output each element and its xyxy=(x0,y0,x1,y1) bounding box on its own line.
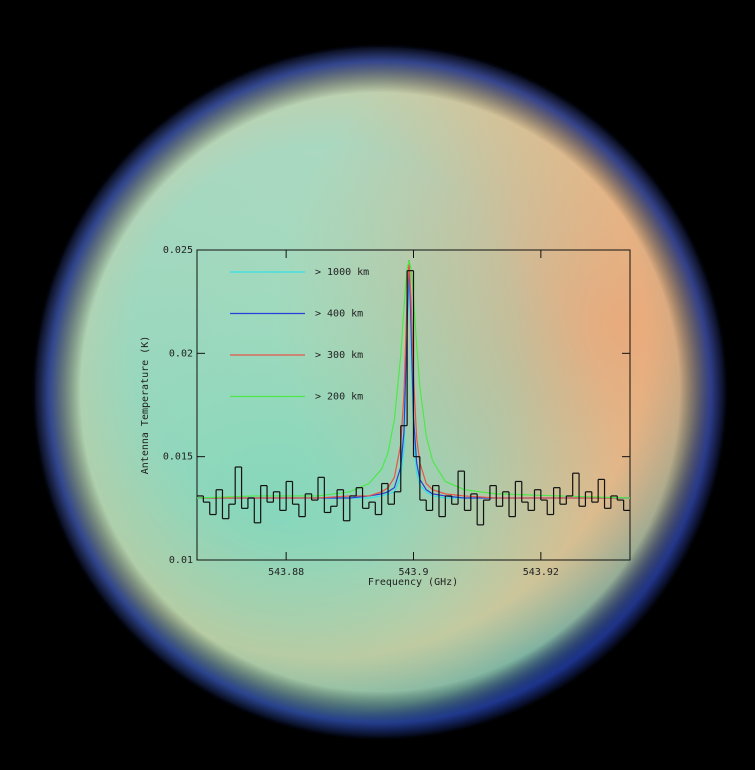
y-tick-label: 0.015 xyxy=(163,452,193,463)
page: Frequency (GHz) Antenna Temperature (K) … xyxy=(0,0,755,770)
legend-label: > 300 km xyxy=(315,350,363,361)
planet-rim xyxy=(32,44,728,740)
x-tick-label: 543.9 xyxy=(398,567,428,578)
x-tick-label: 543.92 xyxy=(523,567,559,578)
y-tick-label: 0.025 xyxy=(163,245,193,256)
legend-label: > 400 km xyxy=(315,309,363,320)
y-tick-label: 0.01 xyxy=(169,555,193,566)
y-tick-label: 0.02 xyxy=(169,348,193,359)
legend-label: > 200 km xyxy=(315,392,363,403)
legend-label: > 1000 km xyxy=(315,267,369,278)
y-axis-label: Antenna Temperature (K) xyxy=(140,336,151,474)
chart: Frequency (GHz) Antenna Temperature (K) … xyxy=(0,0,755,770)
x-tick-label: 543.88 xyxy=(268,567,304,578)
x-axis-label: Frequency (GHz) xyxy=(368,577,458,588)
